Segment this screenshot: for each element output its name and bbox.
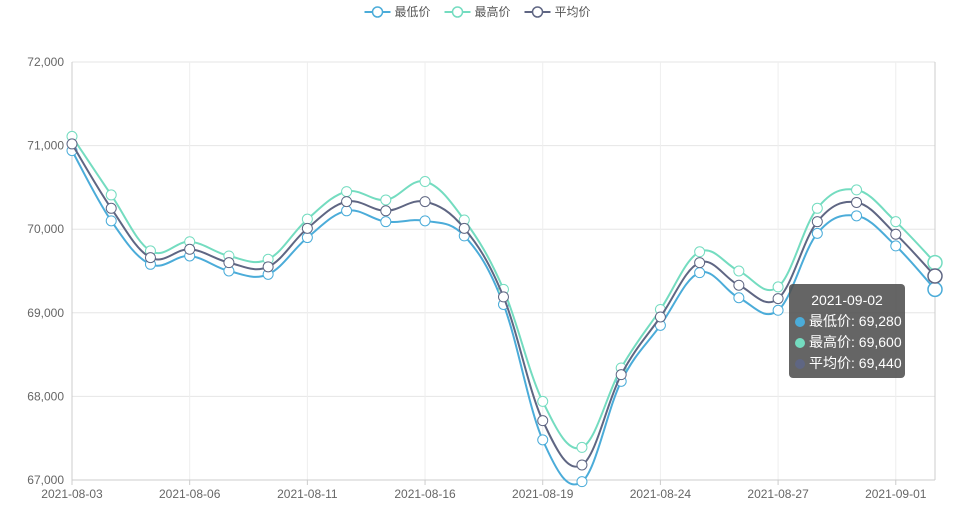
data-point-avg — [66, 138, 78, 150]
data-point-avg — [890, 228, 902, 240]
tooltip-row-min: 最低价: 69,280 — [795, 311, 902, 332]
tooltip-dot-avg — [795, 359, 805, 369]
data-tooltip: 2021-09-02 最低价: 69,280 最高价: 69,600 平均价: … — [789, 284, 905, 378]
data-point-avg — [537, 415, 549, 427]
data-point-max — [380, 194, 392, 206]
data-point-min — [890, 240, 902, 252]
y-tick-label: 67,000 — [27, 473, 64, 487]
tooltip-label-avg: 平均价: 69,440 — [809, 355, 902, 371]
legend-marker-max — [451, 6, 464, 18]
data-point-avg — [811, 216, 823, 228]
data-point-min — [341, 205, 353, 217]
x-tick-label: 2021-08-11 — [277, 487, 338, 501]
data-point-max — [694, 246, 706, 258]
data-point-max — [419, 176, 431, 188]
y-tick-label: 69,000 — [27, 306, 64, 320]
y-tick-label: 71,000 — [27, 139, 64, 153]
data-point-min — [380, 216, 392, 228]
data-point-min — [419, 215, 431, 227]
tooltip-row-avg: 平均价: 69,440 — [795, 353, 902, 374]
data-point-min — [927, 281, 943, 298]
x-tick-label: 2021-08-03 — [41, 487, 103, 501]
data-point-min — [301, 232, 313, 244]
data-point-avg — [498, 291, 509, 303]
data-point-avg — [654, 311, 666, 323]
y-tick-label: 70,000 — [27, 222, 64, 236]
x-tick-label: 2021-08-16 — [394, 487, 456, 501]
x-tick-label: 2021-08-27 — [747, 487, 809, 501]
data-point-avg — [733, 279, 745, 291]
x-tick-label: 2021-08-06 — [159, 487, 221, 501]
data-point-min — [537, 434, 549, 446]
data-point-avg — [615, 369, 627, 381]
data-point-avg — [927, 268, 943, 284]
tooltip-row-max: 最高价: 69,600 — [795, 332, 902, 353]
data-point-max — [772, 281, 784, 293]
legend-label-avg: 平均价 — [555, 5, 591, 19]
data-point-max — [811, 202, 823, 214]
data-point-max — [537, 395, 549, 407]
data-point-min — [576, 476, 588, 488]
data-point-avg — [144, 252, 156, 264]
data-point-avg — [223, 257, 235, 269]
data-point-avg — [772, 293, 784, 305]
x-tick-label: 2021-09-01 — [865, 487, 927, 501]
tooltip-dot-max — [795, 338, 805, 348]
data-point-min — [105, 215, 117, 227]
tooltip-label-min: 最低价: 69,280 — [809, 313, 902, 329]
data-point-avg — [301, 222, 313, 234]
data-point-avg — [576, 459, 588, 471]
data-point-avg — [380, 205, 392, 217]
tooltip-title: 2021-09-02 — [811, 292, 883, 308]
data-point-max — [341, 186, 353, 198]
data-point-min — [694, 267, 706, 279]
data-point-max — [733, 265, 745, 277]
x-tick-label: 2021-08-24 — [630, 487, 692, 501]
data-point-max — [890, 216, 902, 228]
data-point-min — [811, 227, 823, 239]
data-point-avg — [341, 196, 353, 208]
y-tick-label: 72,000 — [27, 55, 64, 69]
data-point-max — [105, 189, 117, 201]
data-point-avg — [105, 202, 117, 214]
data-point-max — [576, 441, 588, 453]
data-point-max — [927, 254, 943, 271]
data-point-max — [301, 213, 313, 225]
data-point-avg — [184, 243, 196, 255]
series-line-avg — [71, 143, 936, 468]
legend-marker-min — [371, 6, 384, 18]
data-point-max — [851, 184, 863, 196]
data-point-avg — [419, 196, 431, 208]
legend-label-max: 最高价 — [475, 4, 511, 19]
data-point-min — [851, 210, 863, 222]
data-point-avg — [262, 261, 274, 273]
data-point-min — [733, 292, 745, 304]
tooltip-dot-min — [795, 317, 805, 327]
data-point-min — [772, 304, 784, 316]
data-point-avg — [458, 222, 470, 234]
legend-marker-avg — [531, 6, 544, 18]
data-point-avg — [851, 196, 863, 208]
series-line-max — [71, 135, 936, 450]
data-point-avg — [694, 257, 706, 269]
tooltip-label-max: 最高价: 69,600 — [809, 334, 902, 350]
y-tick-label: 68,000 — [27, 389, 64, 403]
legend-label-min: 最低价 — [395, 5, 431, 19]
x-tick-label: 2021-08-19 — [512, 487, 574, 501]
